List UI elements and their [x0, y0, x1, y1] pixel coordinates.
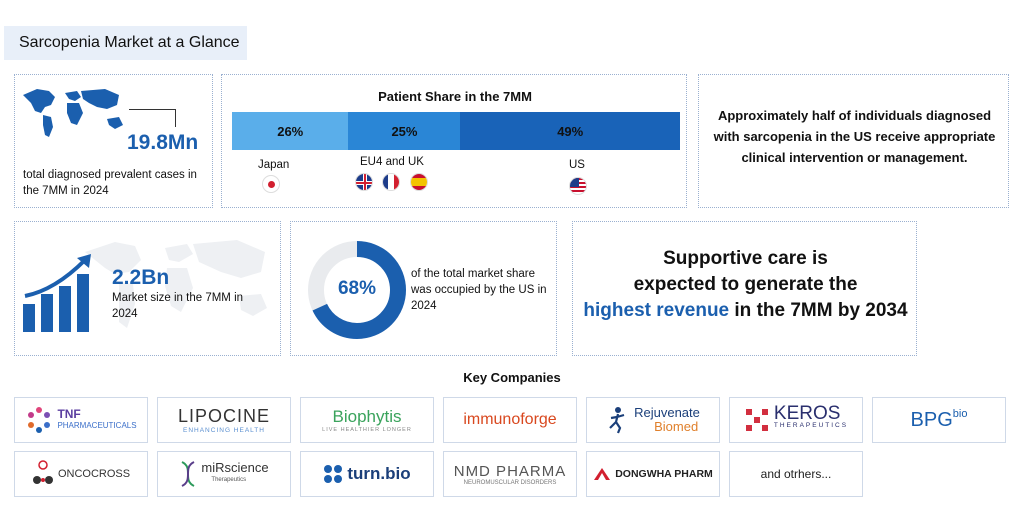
- logo-immunoforge: immunoforge: [443, 397, 577, 443]
- others-text: and otrhers...: [760, 467, 832, 481]
- logo-rejuvenate-sub: Biomed: [654, 419, 699, 434]
- revenue-text: Supportive care is expected to generate …: [573, 246, 918, 324]
- share-bar: 26% 25% 49%: [232, 112, 680, 150]
- logo-turn-bio-name: turn.bio: [347, 464, 411, 483]
- keros-mark-icon: [745, 409, 768, 431]
- rejuvenate-figure-icon: [609, 407, 625, 434]
- us-note-text: Approximately half of individuals diagno…: [713, 108, 996, 165]
- logo-keros: KEROS THERAPEUTICS: [729, 397, 863, 443]
- us-share-caption: of the total market share was occupied b…: [411, 268, 547, 312]
- logo-oncocross: ONCOCROSS: [14, 451, 148, 497]
- leader-line-vertical: [175, 109, 176, 127]
- uk-flag-icon: [355, 173, 373, 191]
- share-segment-us: 49%: [460, 112, 680, 150]
- logo-dongwha-name: DONGWHA PHARM: [615, 468, 713, 480]
- logo-tnf-name: TNF: [57, 407, 81, 421]
- prevalence-card: 19.8Mn total diagnosed prevalent cases i…: [14, 74, 213, 208]
- logo-tnf-sub: PHARMACEUTICALS: [57, 421, 137, 430]
- patient-share-title: Patient Share in the 7MM: [378, 89, 532, 104]
- logo-lipocine-name: LIPOCINE: [177, 406, 271, 426]
- share-segment-eu4-uk: 25%: [348, 112, 461, 150]
- logo-mirscience: miRscience Therapeutics: [157, 451, 291, 497]
- france-flag-icon: [382, 173, 400, 191]
- region-label-us: US: [569, 159, 585, 171]
- oncocross-mark-icon: [32, 460, 53, 484]
- logo-nmd-pharma: NMD PHARMA NEUROMUSCULAR DISORDERS: [443, 451, 577, 497]
- logo-dongwha-pharm: DONGWHA PHARM: [586, 451, 720, 497]
- logo-bpg-sub: bio: [952, 408, 968, 420]
- growth-chart-icon: [23, 254, 91, 332]
- logo-rejuvenate-name: Rejuvenate: [634, 405, 700, 420]
- page-title: Sarcopenia Market at a Glance: [4, 26, 247, 60]
- revenue-line-2: expected to generate the: [633, 274, 858, 295]
- others-box: and otrhers...: [729, 451, 863, 497]
- logo-immunoforge-name: immunoforge: [463, 411, 557, 428]
- spain-flag-icon: [410, 173, 428, 191]
- logo-nmd-sub: NEUROMUSCULAR DISORDERS: [463, 479, 557, 486]
- logo-oncocross-name: ONCOCROSS: [57, 468, 131, 480]
- logo-biophytis-name: Biophytis: [332, 407, 402, 426]
- us-share-donut: [308, 241, 406, 339]
- revenue-highlight: highest revenue: [583, 300, 730, 321]
- us-flag-icon: [569, 177, 587, 195]
- logo-mirscience-name: miRscience: [201, 460, 269, 475]
- turn-bio-mark-icon: [324, 465, 343, 483]
- share-segment-japan: 26%: [232, 112, 349, 150]
- region-label-japan: Japan: [258, 159, 290, 171]
- prevalence-value: 19.8Mn: [127, 131, 199, 154]
- logo-tnf-pharmaceuticals: TNF PHARMACEUTICALS: [14, 397, 148, 443]
- revenue-card: Supportive care is expected to generate …: [572, 221, 917, 356]
- logo-rejuvenate-biomed: Rejuvenate Biomed: [586, 397, 720, 443]
- prevalence-caption: total diagnosed prevalent cases in the 7…: [23, 169, 197, 197]
- key-companies-title: Key Companies: [463, 370, 561, 385]
- us-share-value: 68%: [337, 278, 377, 299]
- us-note-card: Approximately half of individuals diagno…: [698, 74, 1009, 208]
- japan-flag-icon: [262, 175, 280, 193]
- dongwha-mark-icon: [594, 468, 611, 480]
- logo-turn-bio: turn.bio: [300, 451, 434, 497]
- logo-biophytis-sub: LIVE HEALTHIER LONGER: [322, 427, 412, 433]
- market-size-caption: Market size in the 7MM in 2024: [112, 292, 244, 320]
- market-size-card: 2.2Bn Market size in the 7MM in 2024: [14, 221, 281, 356]
- logo-lipocine-sub: ENHANCING HEALTH: [183, 427, 265, 434]
- logo-keros-name: KEROS: [773, 403, 841, 424]
- logo-nmd-name: NMD PHARMA: [453, 462, 567, 480]
- tnf-dots-icon: [28, 407, 51, 433]
- patient-share-card: Patient Share in the 7MM 26% 25% 49% Jap…: [221, 74, 687, 208]
- world-map-icon: [23, 89, 123, 137]
- revenue-line-3: highest revenue in the 7MM by 2034: [573, 298, 918, 324]
- logo-bpg-bio: BPG bio: [872, 397, 1006, 443]
- donut-us-arc: [308, 241, 406, 339]
- mirscience-helix-icon: [181, 461, 195, 487]
- leader-line: [129, 109, 175, 110]
- region-label-eu4-uk: EU4 and UK: [360, 156, 424, 168]
- revenue-line-3-rest: in the 7MM by 2034: [729, 300, 908, 321]
- us-share-card: 68% of the total market share was occupi…: [290, 221, 557, 356]
- market-size-value: 2.2Bn: [112, 266, 170, 289]
- logo-keros-sub: THERAPEUTICS: [773, 422, 849, 429]
- logo-biophytis: Biophytis LIVE HEALTHIER LONGER: [300, 397, 434, 443]
- logo-mirscience-sub: Therapeutics: [211, 477, 247, 483]
- logo-bpg-name: BPG: [910, 408, 953, 431]
- logo-lipocine: LIPOCINE ENHANCING HEALTH: [157, 397, 291, 443]
- revenue-line-1: Supportive care is: [663, 248, 828, 269]
- world-map-background-icon: [85, 240, 267, 328]
